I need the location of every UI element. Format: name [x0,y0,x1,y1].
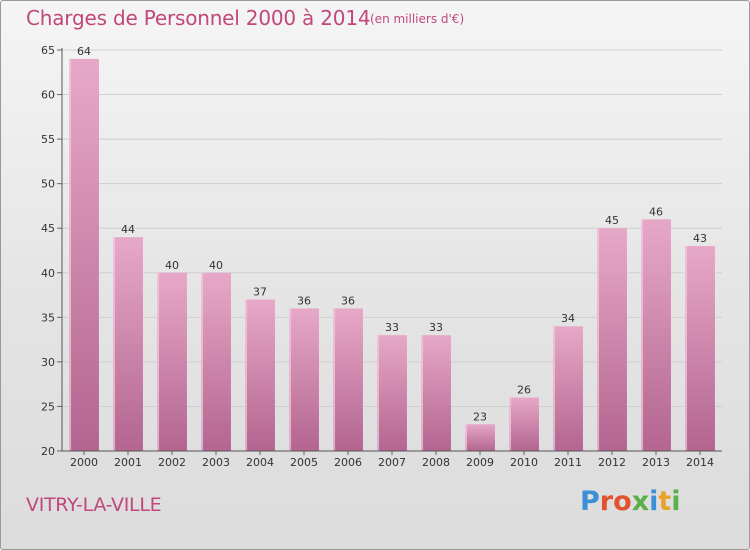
bar-highlight [245,299,248,451]
x-tick-label: 2005 [290,456,318,469]
value-label: 36 [297,294,311,307]
x-tick-label: 2000 [70,456,98,469]
value-label: 33 [385,321,399,334]
bar [289,308,319,451]
bar-highlight [157,272,160,451]
value-label: 40 [165,259,179,272]
bar-highlight [641,219,644,451]
x-tick-label: 2010 [510,456,538,469]
value-label: 45 [605,214,619,227]
logo-letter: t [658,486,672,517]
value-label: 36 [341,294,355,307]
bar-highlight [333,308,336,451]
y-tick-label: 55 [41,133,55,146]
y-tick-label: 25 [41,400,55,413]
bar [69,58,99,452]
bars [69,58,715,452]
y-tick-label: 30 [41,356,55,369]
x-tick-label: 2009 [466,456,494,469]
chart-title: Charges de Personnel 2000 à 2014 [26,6,371,30]
bar-highlight [113,237,116,451]
logo-letter: i [671,486,681,517]
logo-letter: x [631,486,650,517]
city-name: VITRY-LA-VILLE [26,494,162,516]
value-label: 37 [253,286,267,299]
y-tick-label: 35 [41,311,55,324]
axes [57,48,722,455]
bar [553,326,583,451]
bar [377,335,407,451]
x-tick-label: 2014 [686,456,714,469]
proxiti-logo[interactable]: Proxiti [580,486,681,517]
bar-highlight [201,272,204,451]
x-tick-label: 2008 [422,456,450,469]
bar-highlight [509,397,512,451]
x-tick-label: 2003 [202,456,230,469]
bar [685,246,715,451]
value-label: 40 [209,259,223,272]
bar-highlight [289,308,292,451]
value-label: 46 [649,205,663,218]
value-label: 44 [121,223,135,236]
logo-letter: o [613,486,632,517]
x-tick-label: 2011 [554,456,582,469]
y-tick-label: 45 [41,222,55,235]
bar-highlight [377,335,380,451]
y-tick-label: 20 [41,445,55,458]
y-tick-label: 50 [41,178,55,191]
y-tick-label: 40 [41,267,55,280]
bar [245,299,275,451]
bar-highlight [685,246,688,451]
bar [201,272,231,451]
x-tick-label: 2013 [642,456,670,469]
logo-letter: r [599,486,614,517]
logo-letter: P [580,486,600,517]
bar-highlight [69,58,72,452]
bar [113,237,143,451]
bar [157,272,187,451]
x-tick-label: 2007 [378,456,406,469]
bar [465,424,495,451]
bar [333,308,363,451]
bar-highlight [597,228,600,451]
bar [421,335,451,451]
bar [509,397,539,451]
value-label: 64 [77,45,91,58]
logo-letter: i [649,486,659,517]
bar-highlight [421,335,424,451]
x-tick-label: 2002 [158,456,186,469]
value-label: 23 [473,410,487,423]
value-label: 43 [693,232,707,245]
bar-highlight [553,326,556,451]
bar [597,228,627,451]
y-tick-label: 60 [41,89,55,102]
bar [641,219,671,451]
y-tick-label: 65 [41,44,55,57]
labels: 20 25 30 35 40 45 50 55 60 65 64 2000 44 2001 40 2002 40… [41,44,714,469]
value-label: 34 [561,312,575,325]
x-tick-label: 2012 [598,456,626,469]
value-label: 26 [517,384,531,397]
x-tick-label: 2006 [334,456,362,469]
x-tick-label: 2001 [114,456,142,469]
bar-highlight [465,424,468,451]
value-label: 33 [429,321,443,334]
x-tick-label: 2004 [246,456,274,469]
chart-subtitle: (en milliers d'€) [370,12,465,26]
